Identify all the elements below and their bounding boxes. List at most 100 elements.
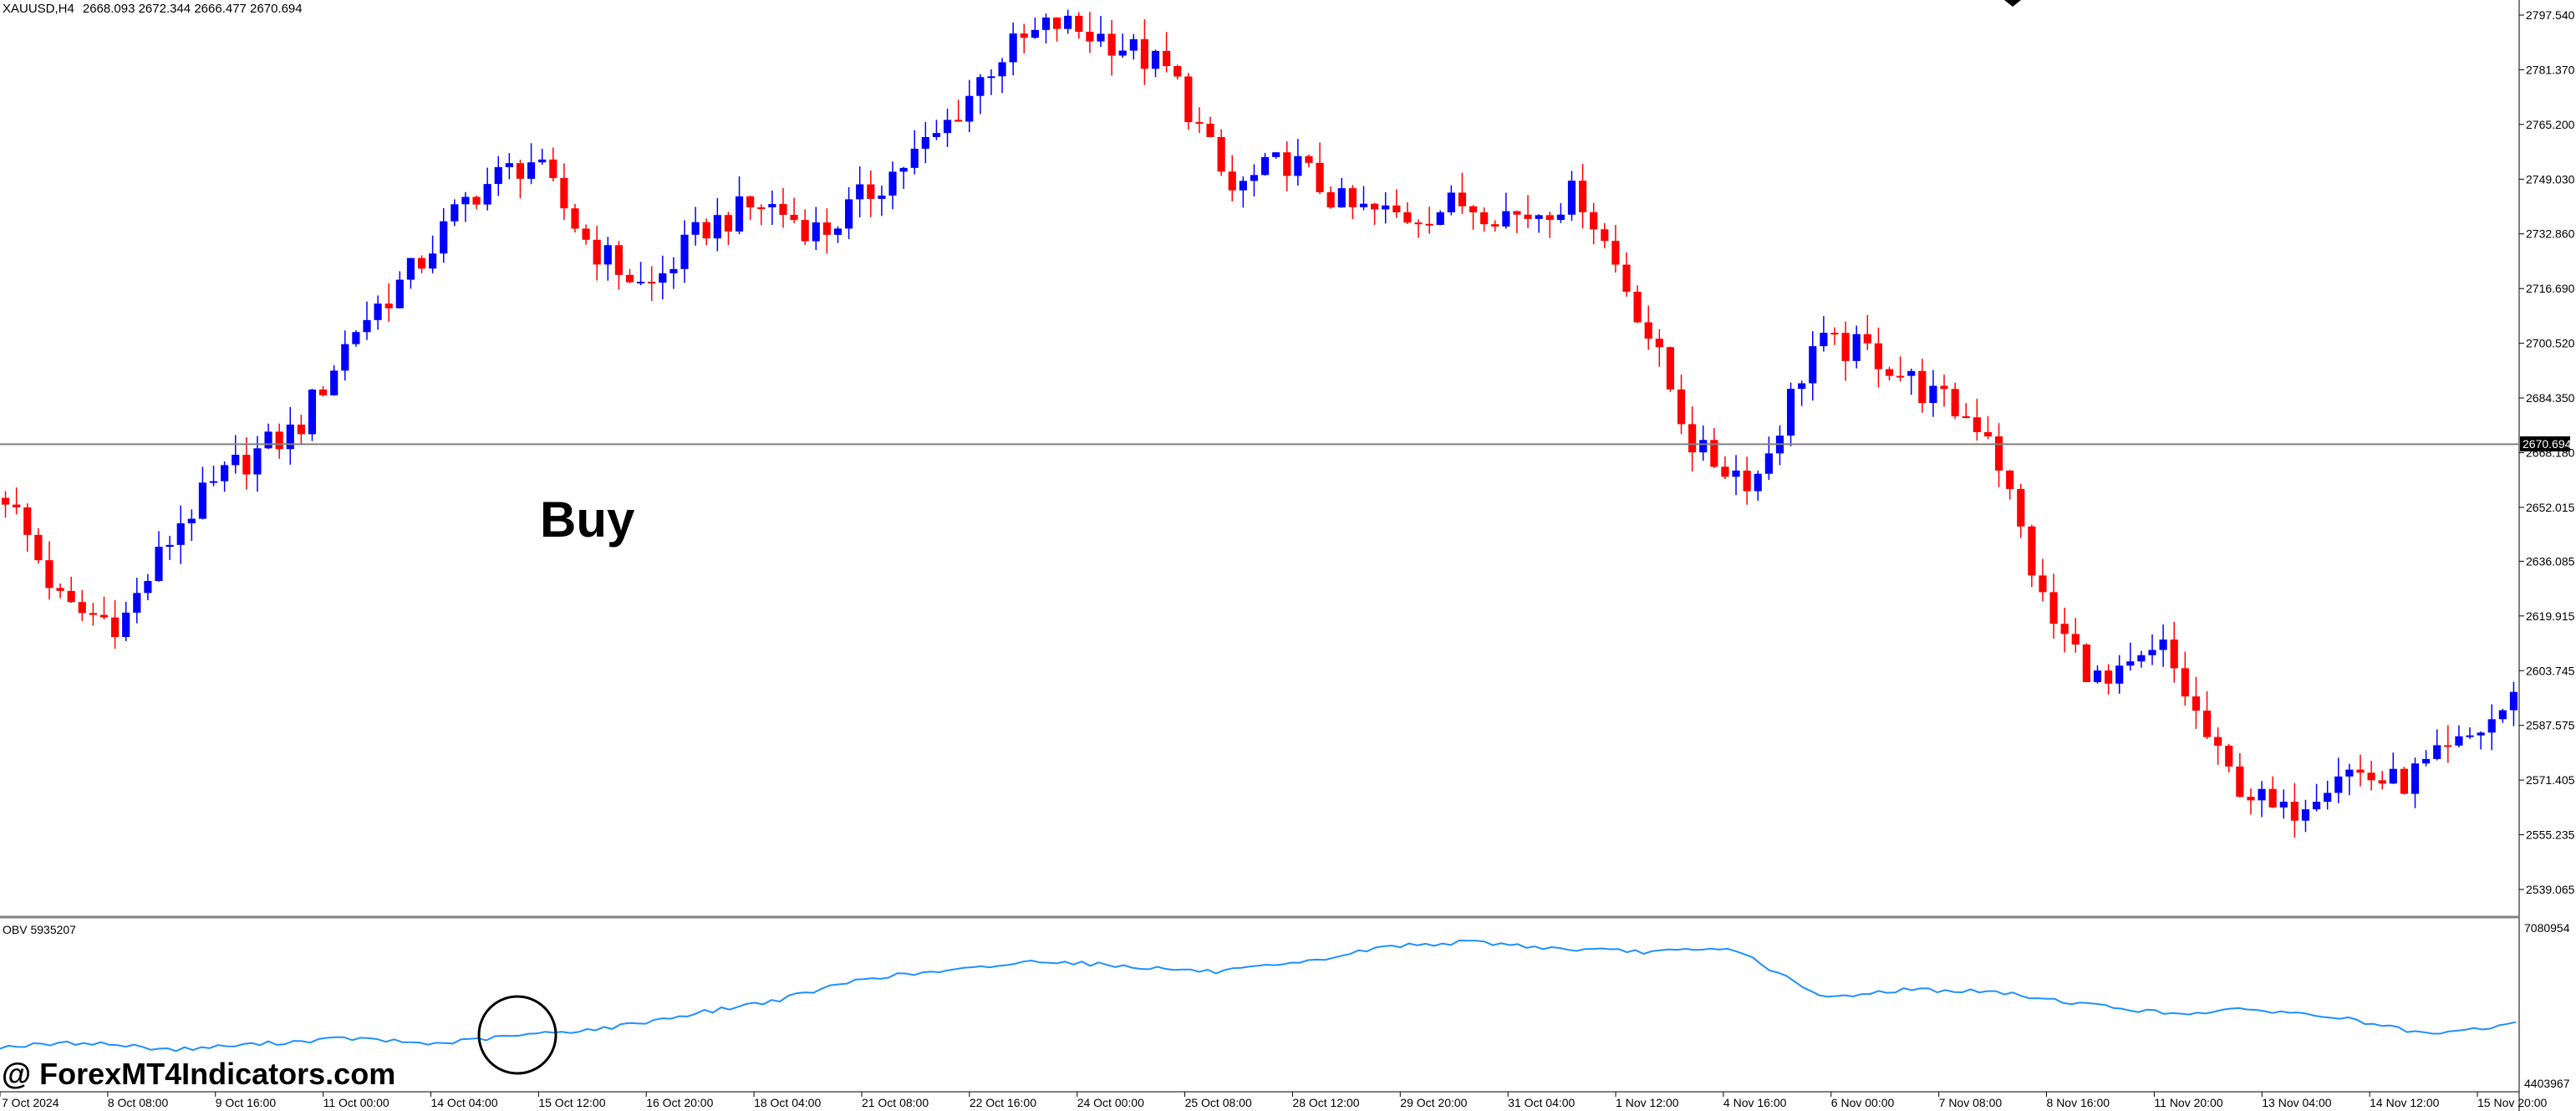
bull-candle — [1337, 188, 1346, 208]
bull-candle — [1732, 470, 1740, 477]
bull-candle — [1502, 211, 1510, 227]
bear-candle — [1644, 322, 1652, 339]
time-tick-label: 15 Oct 12:00 — [538, 1096, 605, 1109]
bull-candle — [1754, 473, 1762, 492]
bull-candle — [998, 62, 1006, 77]
bear-candle — [2214, 736, 2222, 747]
bull-candle — [2126, 661, 2135, 666]
time-tick-label: 11 Oct 00:00 — [323, 1096, 389, 1109]
bull-candle — [2477, 732, 2485, 736]
bull-candle — [155, 547, 163, 582]
bear-candle — [1206, 124, 1214, 137]
bull-candle — [833, 228, 843, 235]
bear-candle — [1326, 191, 1335, 208]
bear-candle — [1633, 291, 1642, 323]
bull-candle — [637, 282, 645, 284]
bear-candle — [1414, 222, 1423, 225]
time-tick-label: 14 Nov 12:00 — [2370, 1096, 2439, 1109]
bull-candle — [1820, 333, 1828, 347]
bull-candle — [1798, 383, 1806, 390]
bear-candle — [1075, 15, 1083, 33]
time-tick-label: 7 Oct 2024 — [2, 1096, 59, 1109]
bull-candle — [812, 222, 820, 242]
price-tick-label: 2749.030 — [2526, 172, 2575, 186]
time-tick-label: 1 Nov 12:00 — [1616, 1096, 1679, 1109]
bear-candle — [1305, 155, 1313, 163]
bull-candle — [221, 465, 229, 482]
bull-candle — [878, 195, 886, 199]
bear-candle — [2444, 745, 2452, 747]
bear-candle — [2039, 575, 2047, 593]
bear-candle — [867, 184, 875, 199]
bull-candle — [341, 344, 349, 371]
bull-candle — [987, 76, 995, 79]
bear-candle — [2247, 797, 2255, 801]
bear-candle — [1403, 211, 1412, 223]
time-tick-label: 29 Oct 20:00 — [1400, 1096, 1467, 1109]
bear-candle — [1469, 206, 1478, 213]
bear-candle — [1217, 136, 1225, 172]
bear-candle — [1578, 181, 1587, 212]
bull-candle — [1250, 175, 1259, 181]
bull-candle — [2148, 650, 2156, 655]
bull-candle — [2422, 758, 2431, 764]
bull-candle — [669, 268, 678, 273]
time-tick-label: 31 Oct 04:00 — [1508, 1096, 1575, 1109]
bull-candle — [1567, 181, 1576, 215]
bull-candle — [659, 273, 667, 283]
bull-candle — [308, 389, 317, 435]
bull-candle — [122, 612, 130, 638]
price-tick-label: 2781.370 — [2526, 63, 2575, 76]
obv-label: OBV 5935207 — [3, 923, 76, 936]
bull-candle — [374, 303, 382, 320]
price-tick-label: 2716.690 — [2526, 282, 2575, 295]
bull-candle — [2455, 736, 2463, 746]
time-tick-label: 16 Oct 20:00 — [646, 1096, 713, 1109]
bear-candle — [614, 245, 623, 275]
bull-candle — [2466, 735, 2474, 737]
bear-candle — [1940, 385, 1948, 390]
price-tick-label: 2555.235 — [2526, 828, 2575, 842]
bear-candle — [1611, 241, 1620, 265]
current-price-box — [2520, 436, 2570, 451]
bull-candle — [921, 136, 929, 149]
price-axis: 2797.540 2781.370 2765.200 2749.030 2732.860… — [2519, 8, 2575, 896]
bear-candle — [1184, 76, 1193, 123]
bull-candle — [352, 332, 360, 344]
bull-candle — [2498, 710, 2507, 720]
price-tick-label: 2700.520 — [2526, 337, 2575, 350]
bear-candle — [2202, 711, 2212, 737]
bear-candle — [1480, 212, 1489, 225]
bear-candle — [1841, 333, 1850, 361]
bull-candle — [144, 581, 152, 594]
bull-candle — [1699, 440, 1708, 453]
buy-annotation: Buy — [540, 492, 635, 548]
candles-group — [1, 9, 2518, 838]
bull-candle — [461, 196, 470, 205]
bear-candle — [955, 120, 963, 122]
bull-candle — [440, 221, 448, 254]
bull-candle — [2115, 665, 2124, 684]
bull-candle — [856, 184, 864, 200]
bull-candle — [505, 163, 513, 167]
bull-candle — [1764, 453, 1773, 474]
bear-candle — [1743, 470, 1751, 492]
bull-candle — [910, 148, 919, 168]
bear-candle — [1491, 224, 1499, 227]
bull-candle — [1294, 155, 1302, 176]
bull-candle — [187, 518, 196, 524]
bull-candle — [943, 120, 952, 134]
bear-candle — [560, 177, 568, 209]
bear-candle — [1590, 211, 1598, 230]
bear-candle — [1020, 33, 1028, 38]
bull-candle — [165, 544, 174, 548]
main-plot-frame — [0, 0, 2519, 917]
bear-candle — [2400, 768, 2408, 794]
bull-candle — [1447, 192, 1455, 212]
bear-candle — [242, 455, 251, 475]
bear-candle — [1863, 334, 1871, 344]
bear-candle — [1173, 66, 1182, 77]
bull-candle — [899, 167, 908, 172]
bear-candle — [2006, 470, 2014, 489]
bull-candle — [395, 279, 404, 308]
